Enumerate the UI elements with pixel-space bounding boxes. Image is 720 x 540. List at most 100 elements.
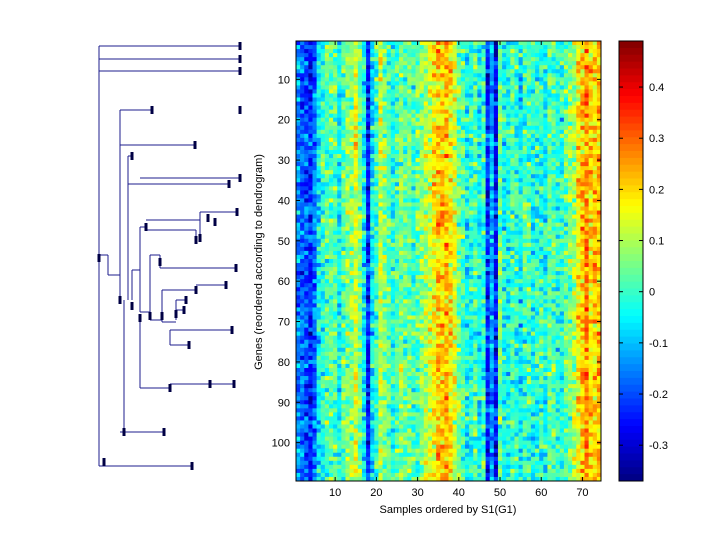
- heatmap-cell: [349, 125, 355, 131]
- heatmap-cell: [407, 190, 412, 195]
- heatmap-cell: [320, 234, 326, 240]
- heatmap-cell: [526, 57, 532, 62]
- heatmap-cell: [596, 145, 602, 151]
- heatmap-cell: [366, 182, 371, 187]
- heatmap-cell: [378, 53, 383, 58]
- heatmap-cell: [378, 214, 383, 220]
- heatmap-cell: [456, 93, 462, 98]
- heatmap-cell: [427, 101, 433, 106]
- heatmap-cell: [464, 190, 470, 195]
- heatmap-cell: [510, 242, 515, 248]
- heatmap-cell: [456, 121, 462, 127]
- heatmap-cell: [469, 246, 474, 252]
- heatmap-cell: [419, 117, 425, 123]
- heatmap-cell: [432, 57, 437, 62]
- heatmap-cell: [432, 101, 437, 106]
- heatmap-cell: [518, 133, 524, 139]
- heatmap-cell: [436, 271, 441, 276]
- heatmap-cell: [423, 206, 429, 211]
- heatmap-cell: [506, 299, 511, 304]
- heatmap-cell: [337, 234, 342, 240]
- heatmap-cell: [510, 53, 515, 58]
- heatmap-cell: [563, 61, 569, 66]
- heatmap-cell: [390, 287, 396, 292]
- heatmap-cell: [304, 89, 309, 94]
- heatmap-cell: [551, 250, 557, 256]
- heatmap-cell: [366, 186, 371, 191]
- heatmap-cell: [370, 65, 375, 70]
- heatmap-cell: [464, 210, 470, 215]
- heatmap-cell: [460, 93, 466, 98]
- heatmap-cell: [324, 190, 330, 195]
- heatmap-cell: [316, 49, 322, 54]
- heatmap-cell: [415, 198, 421, 203]
- heatmap-cell: [568, 125, 573, 131]
- heatmap-cell: [411, 303, 416, 308]
- heatmap-cell: [493, 242, 499, 248]
- heatmap-cell: [341, 89, 346, 94]
- heatmap-cell: [535, 113, 540, 119]
- heatmap-cell: [390, 182, 396, 187]
- heatmap-cell: [547, 186, 552, 191]
- heatmap-cell: [440, 65, 445, 70]
- heatmap-cell: [308, 53, 313, 58]
- heatmap-cell: [493, 254, 499, 260]
- heatmap-cell: [592, 162, 598, 167]
- heatmap-cell: [300, 158, 305, 163]
- heatmap-cell: [485, 299, 491, 304]
- heatmap-cell: [460, 267, 466, 272]
- heatmap-cell: [580, 275, 585, 280]
- heatmap-cell: [580, 61, 585, 66]
- heatmap-cell: [403, 198, 408, 203]
- heatmap-cell: [403, 57, 408, 62]
- heatmap-cell: [539, 258, 544, 264]
- heatmap-cell: [469, 283, 474, 288]
- heatmap-cell: [419, 283, 425, 288]
- heatmap-cell: [473, 158, 478, 163]
- heatmap-cell: [361, 263, 367, 268]
- heatmap-cell: [572, 69, 577, 74]
- heatmap-cell: [568, 230, 573, 236]
- heatmap-cell: [460, 263, 466, 268]
- heatmap-cell: [316, 210, 322, 215]
- heatmap-cell: [576, 214, 581, 220]
- heatmap-cell: [361, 178, 367, 183]
- heatmap-cell: [522, 210, 528, 215]
- heatmap-cell: [497, 113, 503, 119]
- heatmap-cell: [432, 53, 437, 58]
- heatmap-cell: [403, 154, 408, 159]
- heatmap-cell: [349, 295, 355, 300]
- heatmap-cell: [563, 97, 569, 102]
- heatmap-cell: [568, 109, 573, 115]
- heatmap-cell: [592, 101, 598, 106]
- heatmap-cell: [535, 218, 540, 224]
- heatmap-cell: [378, 275, 383, 280]
- heatmap-cell: [555, 65, 561, 70]
- heatmap-cell: [378, 57, 383, 62]
- heatmap-cell: [407, 117, 412, 123]
- heatmap-cell: [407, 291, 412, 296]
- heatmap-cell: [357, 263, 363, 268]
- heatmap-cell: [353, 279, 359, 284]
- heatmap-cell: [543, 81, 548, 86]
- heatmap-cell: [337, 194, 342, 199]
- heatmap-cell: [390, 307, 396, 312]
- heatmap-cell: [530, 145, 536, 151]
- heatmap-cell: [333, 133, 338, 139]
- heatmap-cell: [374, 230, 379, 236]
- heatmap-cell: [530, 113, 536, 119]
- heatmap-cell: [394, 279, 400, 284]
- heatmap-cell: [460, 182, 466, 187]
- heatmap-cell: [337, 141, 342, 147]
- heatmap-cell: [296, 275, 301, 280]
- heatmap-cell: [481, 65, 486, 70]
- heatmap-cell: [436, 45, 441, 50]
- heatmap-cell: [551, 154, 557, 159]
- heatmap-cell: [584, 295, 590, 300]
- heatmap-cell: [473, 287, 478, 292]
- heatmap-cell: [308, 210, 313, 215]
- heatmap-cell: [485, 53, 491, 58]
- heatmap-cell: [378, 162, 383, 167]
- heatmap-cell: [427, 234, 433, 240]
- heatmap-cell: [477, 214, 482, 220]
